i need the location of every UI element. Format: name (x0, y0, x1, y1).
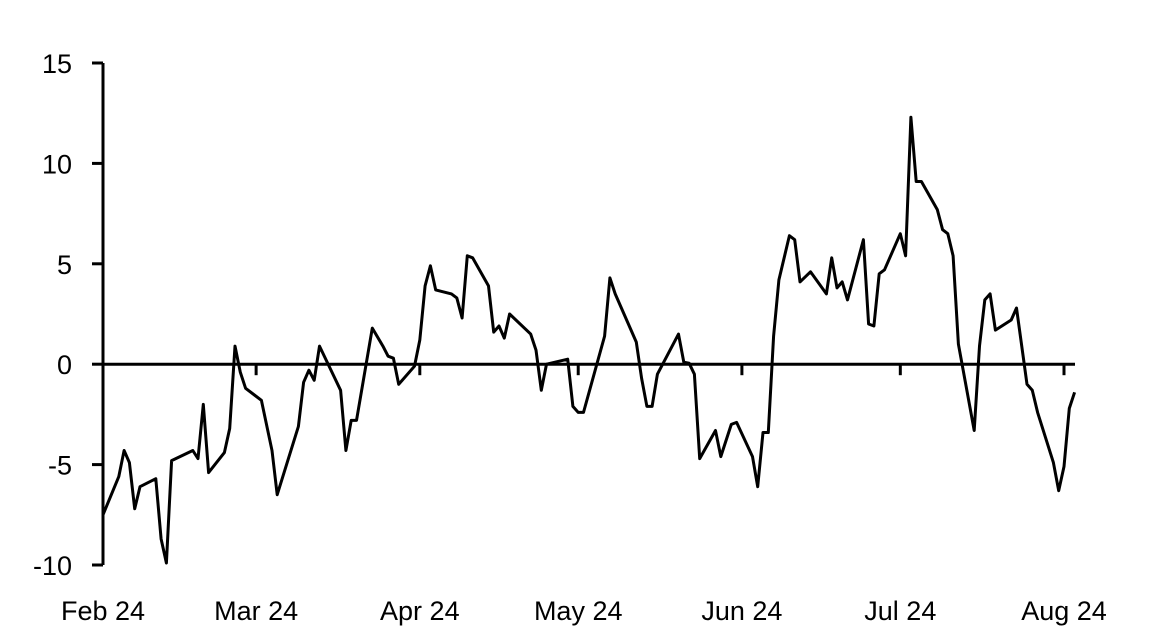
x-tick-label: Mar 24 (214, 596, 298, 626)
x-tick-label: Jun 24 (701, 596, 782, 626)
x-tick-label: Jul 24 (864, 596, 936, 626)
y-tick-label: 15 (42, 49, 72, 79)
series-line (101, 115, 1077, 565)
x-tick-label: Apr 24 (380, 596, 460, 626)
y-tick-label: 5 (57, 250, 72, 280)
y-axis-ticks: 15 10 5 0 -5 -10 (33, 49, 103, 581)
x-axis-ticks: Feb 24 Mar 24 Apr 24 May 24 Jun 24 Jul 24 Aug … (61, 364, 1107, 626)
y-tick-label: -10 (33, 551, 72, 581)
x-tick-label: May 24 (534, 596, 623, 626)
x-tick-label: Feb 24 (61, 596, 145, 626)
x-tick-label: Aug 24 (1021, 596, 1107, 626)
y-tick-label: 0 (57, 350, 72, 380)
y-tick-label: -5 (48, 451, 72, 481)
y-tick-label: 10 (42, 149, 72, 179)
